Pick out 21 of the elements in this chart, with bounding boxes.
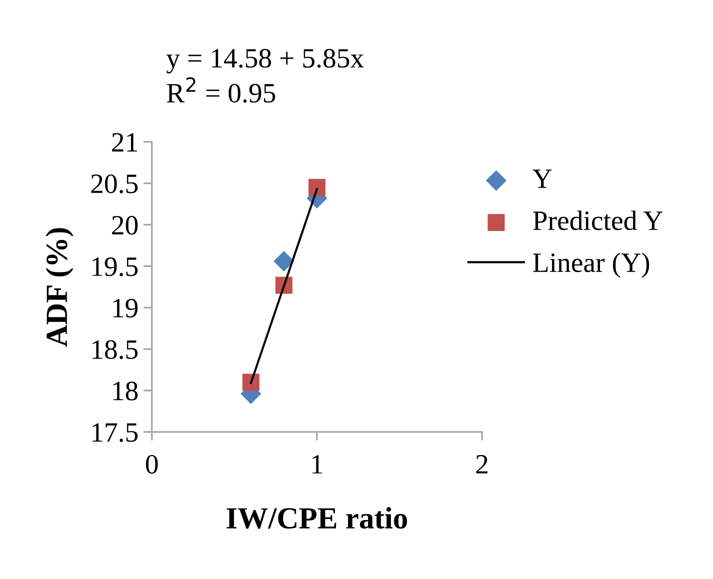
x-tick-label: 1 (312, 455, 322, 474)
legend-label: Linear (Y) (533, 252, 650, 278)
legend-label: Predicted Y (533, 210, 662, 230)
point (274, 250, 294, 272)
point (308, 178, 326, 196)
y-tick-label: 18.5 (92, 340, 138, 360)
y-axis-title: ADF (%) (46, 228, 74, 347)
legend-label: Y (532, 170, 552, 188)
y-tick-label: 19.5 (92, 257, 138, 276)
y-tick-label: 19 (113, 298, 138, 318)
y-tick-label: 20 (112, 216, 138, 235)
text: y = 14.58 + 5.85x (166, 48, 364, 74)
x-tick-label: 2 (476, 455, 488, 474)
y-tick-label: 17.5 (92, 423, 138, 442)
point (242, 374, 260, 391)
y-tick-label: 18 (113, 382, 138, 400)
x-axis-title: IW/CPE ratio (226, 507, 407, 529)
text: R$^{2}$ = 0.95 (166, 77, 276, 103)
y-tick-label: 20.5 (91, 174, 138, 194)
y-tick-label: 21 (112, 133, 138, 152)
x-tick-label: 0 (146, 454, 158, 474)
